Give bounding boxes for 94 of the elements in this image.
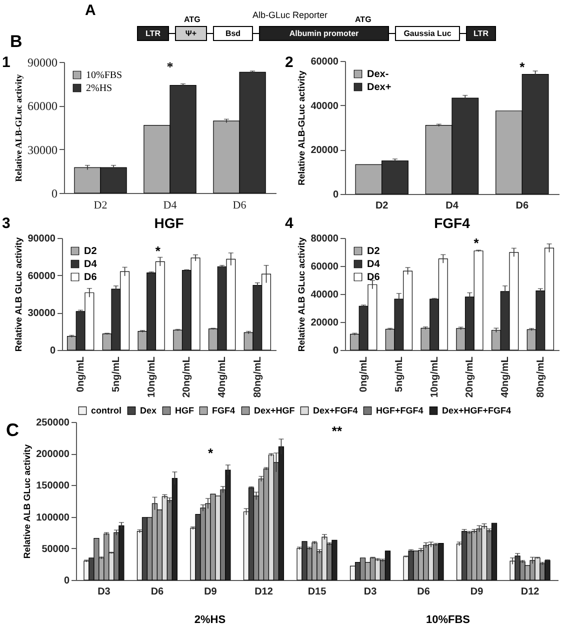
text: 2%HS — [194, 614, 226, 626]
y-axis-title: Relative ALB-GLuc activity — [296, 70, 307, 186]
annotation: * — [155, 243, 162, 258]
text: 4 — [285, 215, 294, 232]
x-tick-label: D3 — [364, 586, 378, 598]
annotation: * — [520, 60, 526, 75]
y-tick-label: 60000 — [28, 99, 58, 114]
x-tick-label: D6 — [150, 586, 164, 598]
legend-label: D2 — [367, 246, 380, 257]
x-tick-label: 10ng/mL — [146, 356, 158, 398]
y-tick-label: 250000 — [36, 418, 70, 428]
text: 2 — [285, 54, 294, 71]
x-tick-label: 80ng/mL — [252, 356, 264, 398]
x-tick-label: 20ng/mL — [182, 356, 193, 398]
x-tick-label: D4 — [446, 200, 459, 212]
legend-label: control — [91, 406, 122, 416]
chart-title: FGF4 — [434, 215, 470, 231]
legend-label: D4 — [84, 259, 98, 270]
y-axis-title: Relative ALB GLuc activity — [296, 237, 307, 352]
y-tick-label: 0 — [64, 576, 70, 586]
legend-label: Dex- — [367, 69, 389, 80]
legend-label: D2 — [84, 246, 98, 257]
annotation: * — [166, 59, 174, 74]
y-tick-label: 0 — [332, 190, 339, 200]
x-tick-label: D3 — [98, 586, 111, 598]
y-axis-title: Relative ALB GLuc activity — [14, 237, 24, 352]
y-axis-title: Relative ALB-GLuc activity — [14, 74, 24, 182]
legend-label: D6 — [84, 272, 98, 283]
x-tick-label: 80ng/mL — [535, 356, 546, 398]
y-tick-label: 90000 — [28, 234, 56, 244]
annotation: * — [474, 236, 480, 251]
x-tick-label: 0ng/mL — [76, 356, 87, 392]
text: 1 — [2, 54, 10, 71]
y-tick-label: 50000 — [42, 544, 70, 555]
x-tick-label: D12 — [520, 586, 540, 598]
legend-label: 2%HS — [86, 83, 112, 94]
annotation: ** — [332, 423, 343, 438]
legend-label: D4 — [367, 259, 380, 270]
y-tick-label: 0 — [50, 346, 56, 356]
x-tick-label: 0ng/mL — [358, 356, 370, 392]
x-tick-label: D9 — [470, 586, 484, 598]
y-tick-label: 80000 — [310, 234, 339, 244]
x-tick-label: 40ng/mL — [217, 356, 228, 398]
annotation: * — [208, 446, 214, 461]
y-tick-label: 20000 — [310, 145, 339, 156]
y-tick-label: 40000 — [310, 100, 339, 112]
y-axis-title: Relative ALB GLuc activity — [22, 444, 32, 559]
y-tick-label: 200000 — [36, 449, 70, 460]
text: B — [10, 32, 22, 52]
legend-label: D6 — [367, 272, 380, 283]
legend-label: HGF — [175, 406, 194, 416]
text: 3 — [2, 215, 10, 232]
x-tick-label: 5ng/mL — [394, 356, 405, 392]
construct-diagram: LTR Ψ+ Bsd Albumin promoter Gaussia Luc LTR — [137, 26, 496, 41]
x-tick-label: D6 — [417, 586, 430, 598]
x-tick-label: D2 — [375, 200, 389, 212]
legend-label: Dex+FGF4 — [313, 406, 358, 416]
x-tick-label: 10ng/mL — [429, 356, 440, 398]
y-tick-label: 40000 — [310, 290, 339, 300]
y-tick-label: 60000 — [310, 56, 339, 68]
chart-title: HGF — [154, 215, 184, 231]
x-tick-label: 20ng/mL — [464, 356, 476, 398]
y-tick-label: 20000 — [310, 318, 339, 328]
legend-label: Dex+ — [367, 82, 392, 93]
text: 10%FBS — [426, 614, 470, 626]
legend-label: 10%FBS — [86, 70, 122, 81]
legend-label: FGF4 — [212, 406, 236, 416]
text: A — [85, 2, 96, 19]
y-tick-label: 150000 — [36, 480, 70, 492]
x-tick-label: D6 — [232, 200, 247, 212]
legend-label: Dex — [140, 406, 157, 416]
x-tick-label: D12 — [254, 586, 274, 598]
y-tick-label: 0 — [52, 186, 58, 200]
text: Alb-GLuc Reporter — [252, 10, 328, 20]
x-tick-label: D15 — [308, 586, 327, 598]
y-tick-label: 60000 — [310, 262, 339, 272]
y-tick-label: 30000 — [28, 308, 56, 320]
x-tick-label: D9 — [204, 586, 218, 598]
x-tick-label: D4 — [163, 200, 178, 212]
x-tick-label: D2 — [94, 200, 108, 212]
text: ATG — [184, 15, 200, 24]
x-tick-label: 40ng/mL — [500, 356, 512, 398]
legend-label: Dex+HGF — [254, 406, 296, 416]
legend-label: Dex+HGF+FGF4 — [442, 406, 512, 416]
y-tick-label: 60000 — [28, 270, 56, 282]
x-tick-label: D6 — [516, 200, 529, 212]
legend-label: HGF+FGF4 — [376, 406, 424, 416]
text: C — [6, 420, 19, 441]
y-tick-label: 90000 — [28, 56, 58, 70]
text: ATG — [355, 15, 372, 24]
y-tick-label: 0 — [332, 346, 339, 356]
y-tick-label: 30000 — [28, 142, 58, 157]
y-tick-label: 100000 — [36, 512, 70, 524]
x-tick-label: 5ng/mL — [110, 356, 122, 392]
